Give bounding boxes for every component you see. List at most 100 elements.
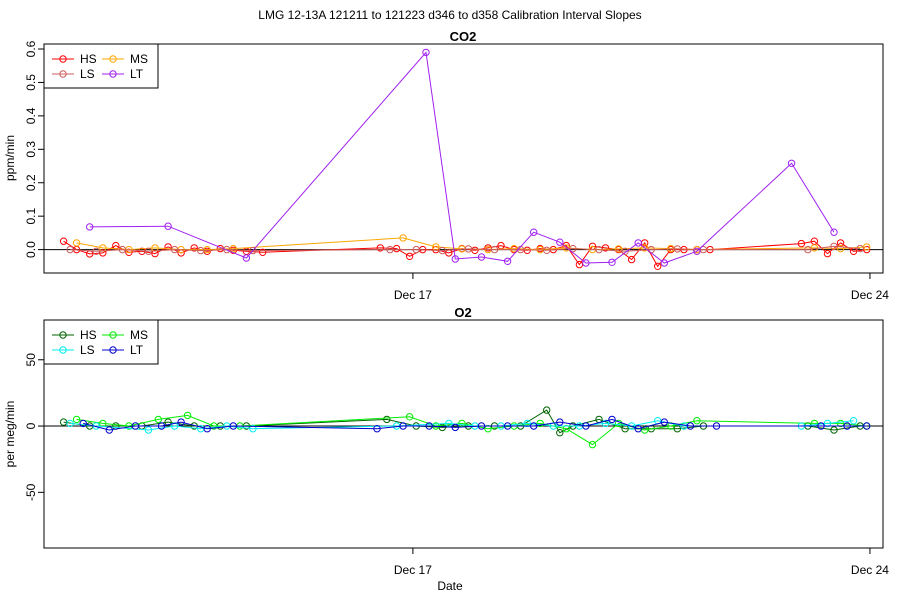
co2-panel-title: CO2: [450, 29, 477, 44]
o2-data-point-lt: [686, 422, 695, 430]
o2-axis-ticks: -50 0 50 Dec 17 Dec 24: [24, 353, 889, 577]
o2-data-point-ms: [183, 411, 192, 420]
o2-data-point-lt: [425, 422, 433, 430]
co2-legend: HS MS LS LT: [43, 43, 159, 89]
co2-data-point-lt: [693, 247, 701, 256]
co2-data-point-ls: [595, 245, 603, 254]
o2-data-point-ls: [170, 422, 179, 430]
o2-data-point-ms: [588, 440, 597, 449]
co2-data-point-hs: [376, 244, 384, 252]
o2-data-point-ls: [523, 419, 531, 428]
o2-data-point-lt: [863, 422, 871, 430]
co2-data-point-ls: [170, 245, 179, 254]
o2-legend-box: [43, 319, 159, 365]
o2-data-point-lt: [177, 418, 185, 426]
o2-data-point-hs: [830, 426, 838, 434]
co2-data-point-hs: [99, 249, 107, 257]
o2-data-point-lt: [373, 425, 381, 433]
co2-y-tick-label: 0.3: [24, 141, 38, 158]
o2-data-point-lt: [608, 415, 616, 424]
co2-data-point-ms: [641, 244, 649, 252]
co2-data-point-ls: [197, 246, 205, 255]
o2-panel: O2 per meg/min -50 0 50 Dec 17 Dec 24 HS MS LS…: [3, 305, 889, 577]
o2-data-point-lt: [582, 422, 590, 430]
co2-data-point-hs: [654, 262, 662, 270]
o2-data-point-lt: [229, 422, 238, 430]
o2-data-point-lt: [157, 422, 166, 430]
co2-data-point-ls: [464, 245, 473, 253]
o2-legend-swatch-point: [109, 346, 117, 354]
o2-legend-swatch-point: [59, 331, 67, 339]
co2-data-point-lt: [164, 222, 172, 230]
co2-y-tick-label: 0.0: [24, 241, 38, 258]
co2-data-point-lt: [787, 159, 796, 168]
co2-legend-swatch-point: [109, 70, 117, 78]
co2-data-point-ls: [804, 245, 812, 254]
co2-data-point-hs: [601, 244, 610, 252]
co2-data-point-ls: [412, 245, 420, 254]
o2-data-point-ls: [66, 419, 74, 428]
co2-data-point-lt: [830, 228, 838, 236]
co2-data-point-hs: [59, 237, 68, 245]
o2-data-marks: [44, 406, 883, 449]
co2-y-tick-label: 0.4: [24, 107, 38, 124]
o2-data-point-lt: [477, 422, 486, 430]
o2-data-point-lt: [556, 418, 564, 426]
o2-data-point-ms: [810, 419, 819, 428]
co2-data-point-ls: [699, 245, 708, 254]
o2-data-point-hs: [673, 425, 681, 433]
o2-data-point-ms: [693, 417, 701, 425]
co2-data-point-lt: [634, 239, 642, 247]
co2-data-point-lt: [530, 228, 538, 236]
co2-data-point-hs: [836, 239, 845, 247]
o2-data-point-hs: [164, 418, 172, 426]
o2-data-point-lt: [530, 422, 538, 430]
co2-data-point-ms: [836, 244, 845, 253]
o2-data-point-hs: [383, 415, 391, 424]
co2-data-point-ls: [673, 245, 681, 253]
co2-legend-label: MS: [130, 52, 148, 66]
co2-data-point-lt: [451, 255, 459, 263]
o2-data-point-ms: [836, 419, 845, 428]
o2-data-point-ls: [601, 419, 610, 428]
co2-panel: CO2 ppm/min 0.0 0.1 0.2 0.3 0.4 0.5 0.6 Dec 17 D…: [3, 29, 889, 302]
o2-y-tick-label: 0: [24, 422, 38, 429]
o2-y-tick-label: 50: [24, 353, 38, 367]
o2-legend: HS MS LS LT: [43, 319, 159, 365]
o2-panel-title: O2: [454, 305, 471, 320]
o2-data-point-lt: [843, 422, 851, 430]
o2-y-tick-label: -50: [24, 483, 38, 501]
co2-legend-label: HS: [80, 52, 97, 66]
co2-data-point-lt: [422, 48, 430, 57]
o2-data-point-lt: [712, 422, 721, 430]
co2-series-line-ls: [70, 245, 861, 252]
co2-data-point-lt: [503, 257, 512, 265]
co2-data-point-ms: [863, 243, 871, 251]
co2-legend-box: [43, 43, 159, 89]
o2-legend-label: MS: [130, 328, 148, 342]
co2-y-tick-label: 0.6: [24, 40, 38, 57]
o2-data-point-ms: [72, 415, 81, 424]
o2-data-point-lt: [79, 419, 87, 428]
o2-data-point-ls: [849, 417, 858, 425]
co2-data-marks: [44, 48, 883, 270]
co2-legend-swatch-point: [59, 70, 67, 78]
co2-data-point-lt: [582, 259, 590, 267]
co2-data-point-ls: [490, 245, 499, 254]
o2-data-point-lt: [503, 422, 512, 430]
co2-data-point-lt: [477, 253, 486, 261]
o2-data-point-ms: [405, 413, 414, 421]
o2-x-tick-label: Dec 17: [394, 563, 432, 577]
o2-data-point-lt: [817, 422, 825, 430]
co2-data-point-ls: [386, 245, 394, 254]
o2-data-point-ls: [823, 419, 832, 428]
co2-x-tick-label: Dec 17: [394, 288, 432, 302]
o2-data-point-lt: [131, 422, 140, 430]
o2-legend-swatch-point: [109, 331, 117, 339]
co2-data-point-hs: [823, 249, 832, 258]
o2-data-point-lt: [203, 425, 211, 433]
o2-legend-swatch-point: [59, 346, 67, 354]
co2-data-point-lt: [242, 254, 251, 262]
co2-data-point-ls: [830, 242, 838, 251]
o2-x-tick-label: Dec 24: [851, 563, 889, 577]
